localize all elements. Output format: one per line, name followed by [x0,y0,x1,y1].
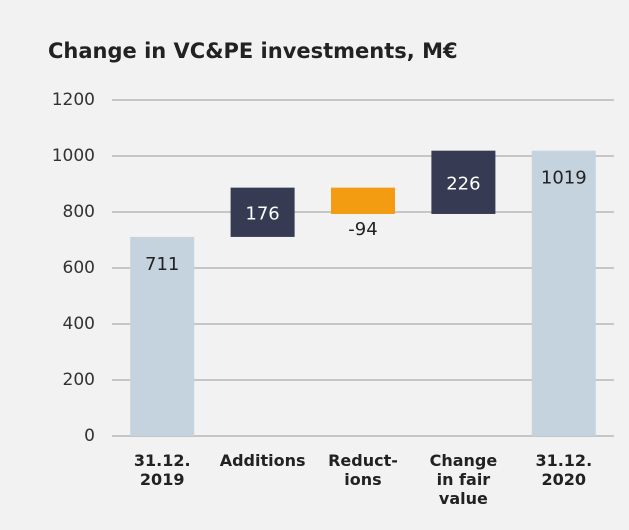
value-label: 226 [446,173,480,194]
y-tick-label: 1000 [52,146,95,166]
chart-title: Change in VC&PE investments, M€ [48,39,458,63]
bar [431,150,496,214]
x-tick-label-line: 2019 [140,470,185,489]
y-tick-label: 0 [84,426,95,446]
x-tick-label-line: Additions [220,451,306,470]
x-tick-label-line: 31.12. [535,451,592,470]
x-tick-label: Additions [220,451,306,470]
y-tick-label: 1200 [52,90,95,110]
x-tick-label: 31.12. 2019 [134,451,191,489]
bar [130,236,195,436]
bar [531,150,596,436]
y-tick-label: 800 [63,202,95,222]
x-tick-label-line: 31.12. [134,451,191,470]
y-tick-label: 400 [63,314,95,334]
x-tick-label-line: 2020 [542,470,587,489]
x-tick-label: Change in fair value [430,451,498,508]
value-label: 1019 [541,168,587,189]
value-label: 711 [145,254,179,275]
y-tick-label: 200 [63,370,95,390]
x-tick-label-line: Change [430,451,498,470]
bar [230,187,295,237]
x-tick-label-line: value [439,489,488,508]
x-tick-label-line: Reduct- [328,451,398,470]
value-label: 176 [245,203,279,224]
x-tick-label-line: ions [344,470,381,489]
value-label: -94 [348,219,377,240]
bar [331,187,395,214]
x-tick-label-line: in fair [437,470,491,489]
y-tick-label: 600 [63,258,95,278]
x-tick-label: 31.12. 2020 [535,451,592,489]
x-tick-label: Reduct-ions [328,451,398,489]
